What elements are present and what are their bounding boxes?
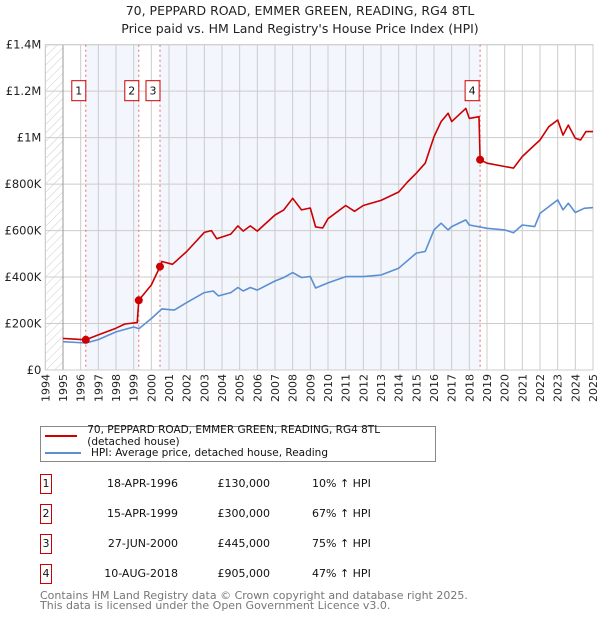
sale-date: 10-AUG-2018 bbox=[104, 567, 178, 580]
x-tick-label: 2012 bbox=[357, 374, 370, 402]
sale-date: 27-JUN-2000 bbox=[107, 537, 178, 550]
x-tick-label: 2021 bbox=[516, 374, 529, 402]
sale-price: £300,000 bbox=[217, 507, 271, 520]
sale-price: £445,000 bbox=[217, 537, 271, 550]
legend-item-hpi: HPI: Average price, detached house, Read… bbox=[45, 445, 328, 461]
x-tick-label: 2002 bbox=[181, 374, 194, 402]
title-line-1: 70, PEPPARD ROAD, EMMER GREEN, READING, … bbox=[125, 3, 475, 18]
shaded-period bbox=[159, 44, 481, 370]
sale-date: 15-APR-1999 bbox=[106, 507, 178, 520]
sale-num: 2 bbox=[40, 504, 52, 524]
x-tick-label: 2005 bbox=[234, 374, 247, 402]
sale-num: 4 bbox=[40, 564, 52, 584]
y-tick-label: £600K bbox=[5, 224, 42, 238]
sale-hpi: 67% ↑ HPI bbox=[312, 507, 371, 520]
legend-label: 70, PEPPARD ROAD, EMMER GREEN, READING, … bbox=[87, 424, 381, 448]
x-tick-label: 1995 bbox=[57, 374, 70, 402]
x-tick-label: 2010 bbox=[322, 374, 335, 402]
x-tick-label: 2004 bbox=[216, 374, 229, 402]
y-tick-label: £0 bbox=[27, 363, 42, 377]
y-tick-label: £1.4M bbox=[6, 38, 42, 52]
footer-line-1: Contains HM Land Registry data © Crown c… bbox=[40, 589, 468, 602]
pre-data-hatch bbox=[45, 44, 63, 370]
legend-item-property: 70, PEPPARD ROAD, EMMER GREEN, READING, … bbox=[45, 424, 435, 448]
price-chart: 1994 1995 1996 1997 1998 1999 2000 2001 2002 2003… bbox=[5, 38, 600, 402]
legend-swatch-red bbox=[45, 435, 78, 437]
x-tick-label: 2016 bbox=[428, 374, 441, 402]
x-tick-label: 2020 bbox=[499, 374, 512, 402]
x-tick-label: 2013 bbox=[375, 374, 388, 402]
sale-hpi: 10% ↑ HPI bbox=[312, 477, 371, 490]
x-tick-label: 1998 bbox=[110, 374, 123, 402]
x-tick-label: 2008 bbox=[287, 374, 300, 402]
y-tick-label: £1M bbox=[17, 131, 42, 145]
sale-point bbox=[81, 335, 90, 344]
x-tick-label: 2015 bbox=[410, 374, 423, 402]
x-tick-label: 2025 bbox=[587, 374, 600, 402]
x-tick-label: 2001 bbox=[163, 374, 176, 402]
legend: 70, PEPPARD ROAD, EMMER GREEN, READING, … bbox=[40, 424, 436, 462]
x-tick-label: 2003 bbox=[198, 374, 211, 402]
x-tick-label: 2000 bbox=[145, 374, 158, 402]
legend-label: HPI: Average price, detached house, Read… bbox=[91, 447, 328, 459]
sale-num: 3 bbox=[40, 534, 52, 554]
x-tick-label: 2019 bbox=[481, 374, 494, 402]
plot-border bbox=[44, 44, 594, 371]
sale-label-box bbox=[464, 80, 480, 102]
chart-title: 70, PEPPARD ROAD, EMMER GREEN, READING, … bbox=[0, 2, 600, 38]
x-tick-label: 2017 bbox=[446, 374, 459, 402]
sale-price: £130,000 bbox=[217, 477, 271, 490]
sale-point bbox=[134, 296, 143, 305]
sale-label-box bbox=[145, 80, 161, 102]
y-tick-label: £200K bbox=[5, 317, 42, 331]
footer: Contains HM Land Registry data © Crown c… bbox=[40, 589, 468, 612]
title-line-2: Price paid vs. HM Land Registry's House … bbox=[121, 21, 479, 36]
x-tick-label: 2018 bbox=[463, 374, 476, 402]
hpi-series-line bbox=[62, 199, 594, 344]
x-tick-label: 2024 bbox=[569, 374, 582, 402]
x-tick-label: 2009 bbox=[304, 374, 317, 402]
x-tick-label: 2007 bbox=[269, 374, 282, 402]
sale-hpi: 47% ↑ HPI bbox=[312, 567, 371, 580]
sale-label-number: 1 bbox=[75, 85, 82, 98]
y-tick-label: £800K bbox=[5, 177, 42, 191]
sale-label-number: 3 bbox=[149, 85, 156, 98]
sale-date: 18-APR-1996 bbox=[106, 477, 178, 490]
x-tick-label: 1996 bbox=[75, 374, 88, 402]
x-tick-label: 1999 bbox=[128, 374, 141, 402]
sale-point bbox=[155, 262, 164, 271]
y-tick-label: £1.2M bbox=[6, 84, 42, 98]
sale-point bbox=[476, 155, 485, 164]
sale-label-box bbox=[124, 80, 140, 102]
legend-swatch-blue bbox=[45, 452, 81, 454]
y-tick-label: £400K bbox=[5, 270, 42, 284]
footer-line-2: This data is licensed under the Open Gov… bbox=[40, 599, 391, 612]
sale-hpi: 75% ↑ HPI bbox=[312, 537, 371, 550]
sale-label-number: 4 bbox=[469, 85, 476, 98]
x-tick-label: 2014 bbox=[393, 374, 406, 402]
sale-num: 1 bbox=[40, 474, 52, 494]
sale-label-number: 2 bbox=[128, 85, 135, 98]
x-tick-label: 2022 bbox=[534, 374, 547, 402]
sale-label-box bbox=[71, 80, 87, 102]
property-series-line bbox=[62, 107, 593, 341]
x-tick-label: 2006 bbox=[251, 374, 264, 402]
sale-price: £905,000 bbox=[217, 567, 271, 580]
x-tick-label: 2023 bbox=[552, 374, 565, 402]
x-tick-label: 2011 bbox=[340, 374, 353, 402]
x-tick-label: 1994 bbox=[39, 374, 52, 402]
x-tick-label: 1997 bbox=[92, 374, 105, 402]
